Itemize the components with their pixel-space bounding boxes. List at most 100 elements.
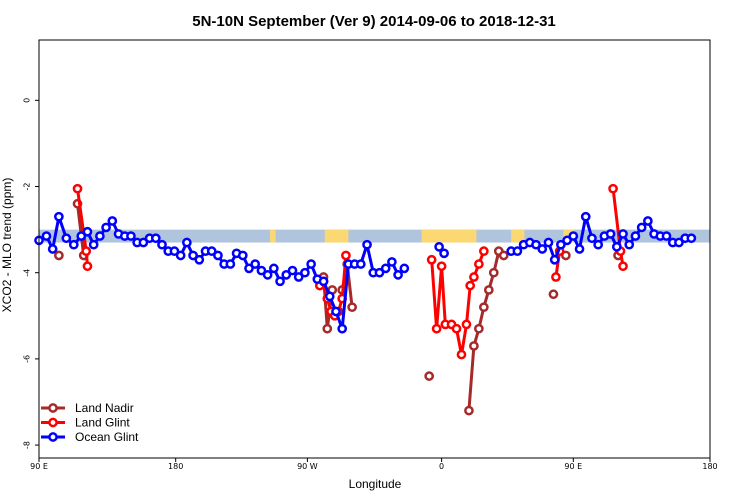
- data-point: [107, 216, 118, 226]
- x-tick-label: 180: [168, 462, 183, 471]
- data-point: [82, 226, 93, 237]
- data-point: [101, 222, 111, 233]
- ocean-band: [39, 229, 710, 243]
- data-point: [512, 246, 523, 257]
- data-point: [551, 272, 561, 282]
- background-band: [39, 229, 710, 243]
- data-point: [76, 231, 87, 241]
- data-point: [593, 239, 604, 250]
- data-point: [548, 289, 559, 300]
- data-point: [269, 263, 279, 274]
- data-point: [580, 211, 591, 222]
- data-point: [478, 246, 489, 257]
- data-point: [630, 231, 641, 241]
- data-point: [206, 246, 217, 257]
- data-point: [347, 302, 357, 313]
- data-point: [387, 257, 397, 267]
- plot-frame: [38, 39, 711, 459]
- data-point: [237, 250, 248, 261]
- series-ocean-glint: [34, 211, 697, 334]
- data-point: [150, 233, 161, 244]
- data-point: [324, 291, 335, 302]
- data-point: [456, 349, 467, 360]
- data-point: [556, 239, 566, 250]
- data-point: [543, 237, 554, 248]
- data-point: [474, 323, 484, 334]
- data-point: [674, 237, 684, 248]
- y-tick-label: -2: [23, 183, 32, 191]
- data-point: [478, 302, 489, 313]
- data-point: [54, 250, 64, 261]
- x-axis-label: Longitude: [349, 477, 402, 491]
- data-point: [225, 259, 236, 269]
- data-point: [426, 254, 437, 265]
- land-band: [270, 229, 276, 243]
- data-point: [611, 241, 622, 252]
- data-point: [380, 263, 391, 274]
- data-point: [68, 239, 79, 250]
- data-point: [374, 267, 385, 278]
- data-point: [393, 270, 403, 280]
- data-point: [399, 263, 410, 274]
- legend-item: Land Glint: [41, 416, 130, 430]
- data-point: [461, 319, 472, 330]
- data-point: [287, 265, 298, 276]
- data-point: [469, 341, 479, 351]
- data-point: [498, 250, 509, 261]
- data-point: [169, 246, 180, 257]
- data-point: [531, 239, 541, 250]
- x-tick-label: 90 E: [564, 462, 582, 471]
- data-point: [561, 250, 571, 261]
- data-point: [175, 250, 186, 261]
- legend-label: Land Nadir: [75, 401, 134, 415]
- y-axis-label: XCO2 - MLO trend (ppm): [0, 178, 14, 313]
- y-tick-label: 0: [23, 98, 32, 103]
- data-point: [293, 272, 304, 282]
- data-point: [608, 183, 618, 194]
- data-point: [549, 254, 560, 265]
- data-point: [605, 229, 616, 239]
- data-point: [194, 254, 205, 265]
- land-band: [511, 229, 525, 243]
- data-point: [686, 233, 697, 244]
- data-point: [618, 229, 628, 239]
- data-point: [157, 239, 167, 250]
- data-point: [126, 231, 136, 241]
- data-point: [431, 323, 442, 334]
- legend-label: Ocean Glint: [75, 430, 139, 444]
- x-axis: 90 E 180 90 W 0 90 E 180: [30, 458, 718, 471]
- data-point: [82, 261, 93, 272]
- data-point: [81, 246, 92, 257]
- series-land-glint: [72, 183, 628, 360]
- y-tick-label: -4: [23, 269, 32, 277]
- data-point: [54, 211, 64, 222]
- data-point: [434, 241, 444, 252]
- data-point: [483, 285, 494, 295]
- data-point: [464, 405, 474, 416]
- data-point: [661, 231, 672, 241]
- data-point: [436, 261, 447, 272]
- data-point: [574, 244, 585, 254]
- data-point: [138, 237, 149, 248]
- data-point: [256, 265, 267, 276]
- data-point: [318, 276, 329, 287]
- x-tick-label: 180: [702, 462, 717, 471]
- data-point: [355, 259, 366, 269]
- data-point: [451, 323, 462, 334]
- data-point: [322, 323, 333, 334]
- data-point: [341, 250, 351, 261]
- legend-marker: [48, 417, 58, 428]
- y-axis: 0 -2 -4 -6 -8: [23, 98, 39, 449]
- data-point: [331, 306, 341, 317]
- y-tick-label: -6: [23, 355, 32, 363]
- data-point: [275, 276, 285, 287]
- legend-item: Land Nadir: [41, 401, 134, 415]
- x-tick-label: 0: [439, 462, 444, 471]
- data-point: [636, 222, 647, 233]
- data-point: [337, 323, 348, 334]
- y-tick-label: -8: [23, 441, 32, 449]
- data-point: [281, 270, 292, 280]
- data-point: [568, 231, 579, 241]
